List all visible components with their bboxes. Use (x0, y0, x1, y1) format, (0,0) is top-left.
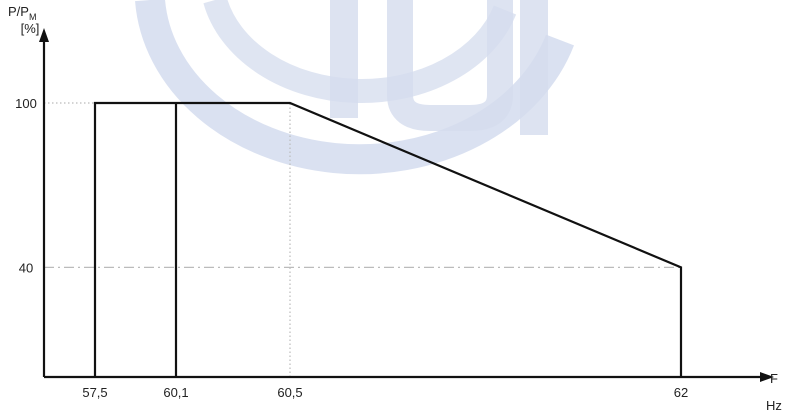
y-axis-label-main: P/P (8, 4, 29, 19)
series-line-0 (93, 101, 683, 377)
y-axis-arrow (39, 28, 49, 42)
x-tick-label: 60,5 (277, 385, 302, 400)
watermark-letter-stroke-1 (330, 0, 358, 118)
x-axis-label: F (770, 371, 778, 386)
x-tick-labels: 57,5 60,1 60,5 62 (82, 385, 688, 400)
x-axis-unit: Hz (766, 398, 782, 413)
y-tick-label: 100 (15, 96, 37, 111)
x-tick-label: 62 (674, 385, 688, 400)
watermark-logo (135, 0, 574, 175)
x-tick-label: 60,1 (163, 385, 188, 400)
x-tick-label: 57,5 (82, 385, 107, 400)
series-group (93, 101, 683, 377)
y-tick-labels: 100 40 (15, 96, 37, 275)
y-axis-label: P/PM (8, 4, 36, 22)
reference-lines (44, 102, 681, 377)
axes (39, 28, 774, 382)
watermark-letter-stroke-2 (520, 0, 548, 135)
watermark-letter-u (387, 0, 513, 131)
y-tick-label: 40 (19, 260, 33, 275)
x-axis-arrow (760, 372, 774, 382)
y-axis-unit: [%] (21, 21, 40, 36)
watermark-arc-outer (135, 0, 574, 175)
y-axis-label-subscript: M (29, 12, 37, 22)
watermark-arc-inner (203, 0, 517, 104)
